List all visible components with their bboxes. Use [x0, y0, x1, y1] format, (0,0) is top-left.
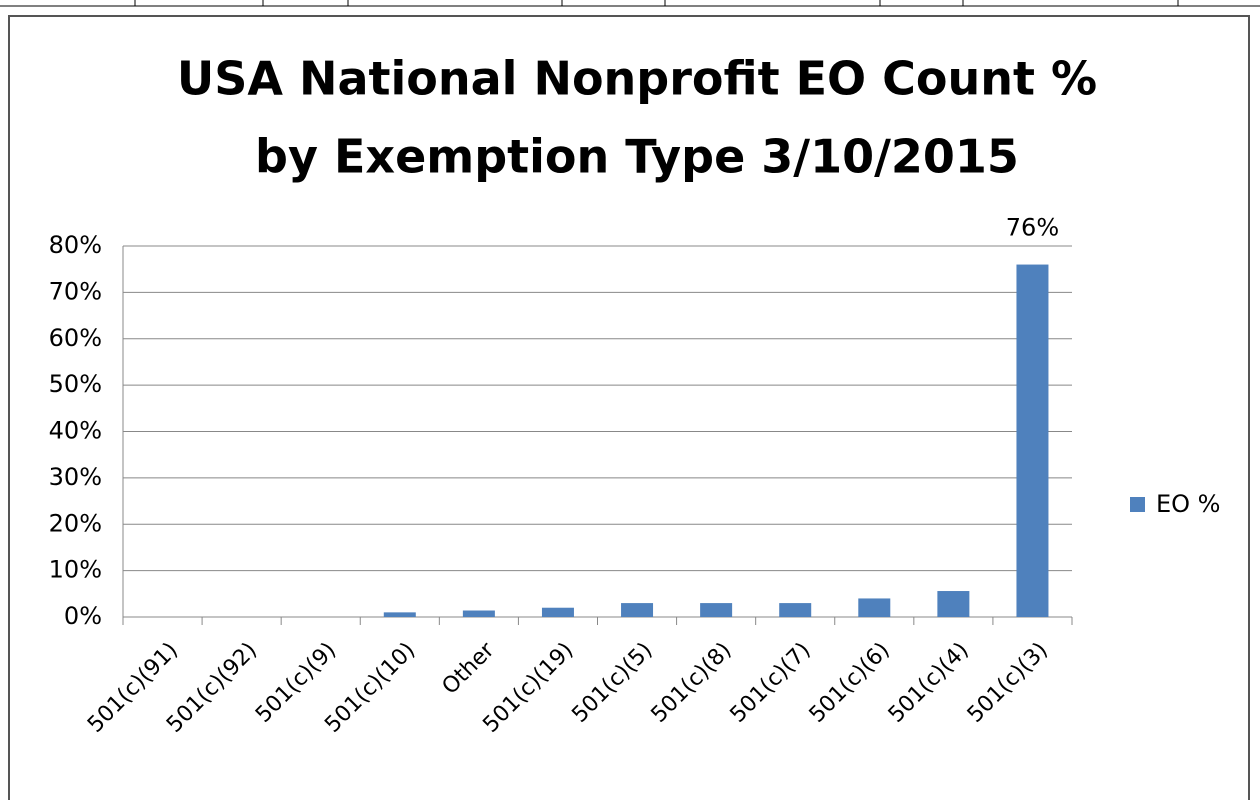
legend-label: EO % [1156, 490, 1221, 518]
y-tick-label: 10% [49, 556, 102, 584]
legend-swatch [1130, 497, 1145, 512]
spreadsheet-strip [0, 0, 1260, 7]
y-tick-label: 20% [49, 509, 102, 537]
chart-title: USA National Nonprofit EO Count % [177, 52, 1097, 106]
y-tick-label: 30% [49, 463, 102, 491]
bar [1016, 264, 1049, 617]
bar [858, 598, 891, 617]
bar [937, 591, 970, 617]
y-tick-label: 70% [49, 277, 102, 305]
data-label: 76% [1006, 214, 1059, 242]
bar [383, 612, 416, 617]
bar [462, 610, 495, 617]
bar [541, 607, 574, 617]
y-tick-label: 60% [49, 324, 102, 352]
bar [779, 603, 812, 617]
chart-title: by Exemption Type 3/10/2015 [255, 130, 1019, 184]
bar [621, 603, 654, 617]
y-tick-label: 40% [49, 417, 102, 445]
y-tick-label: 80% [49, 231, 102, 259]
bar [700, 603, 733, 617]
y-tick-label: 50% [49, 370, 102, 398]
y-tick-label: 0% [64, 602, 102, 630]
